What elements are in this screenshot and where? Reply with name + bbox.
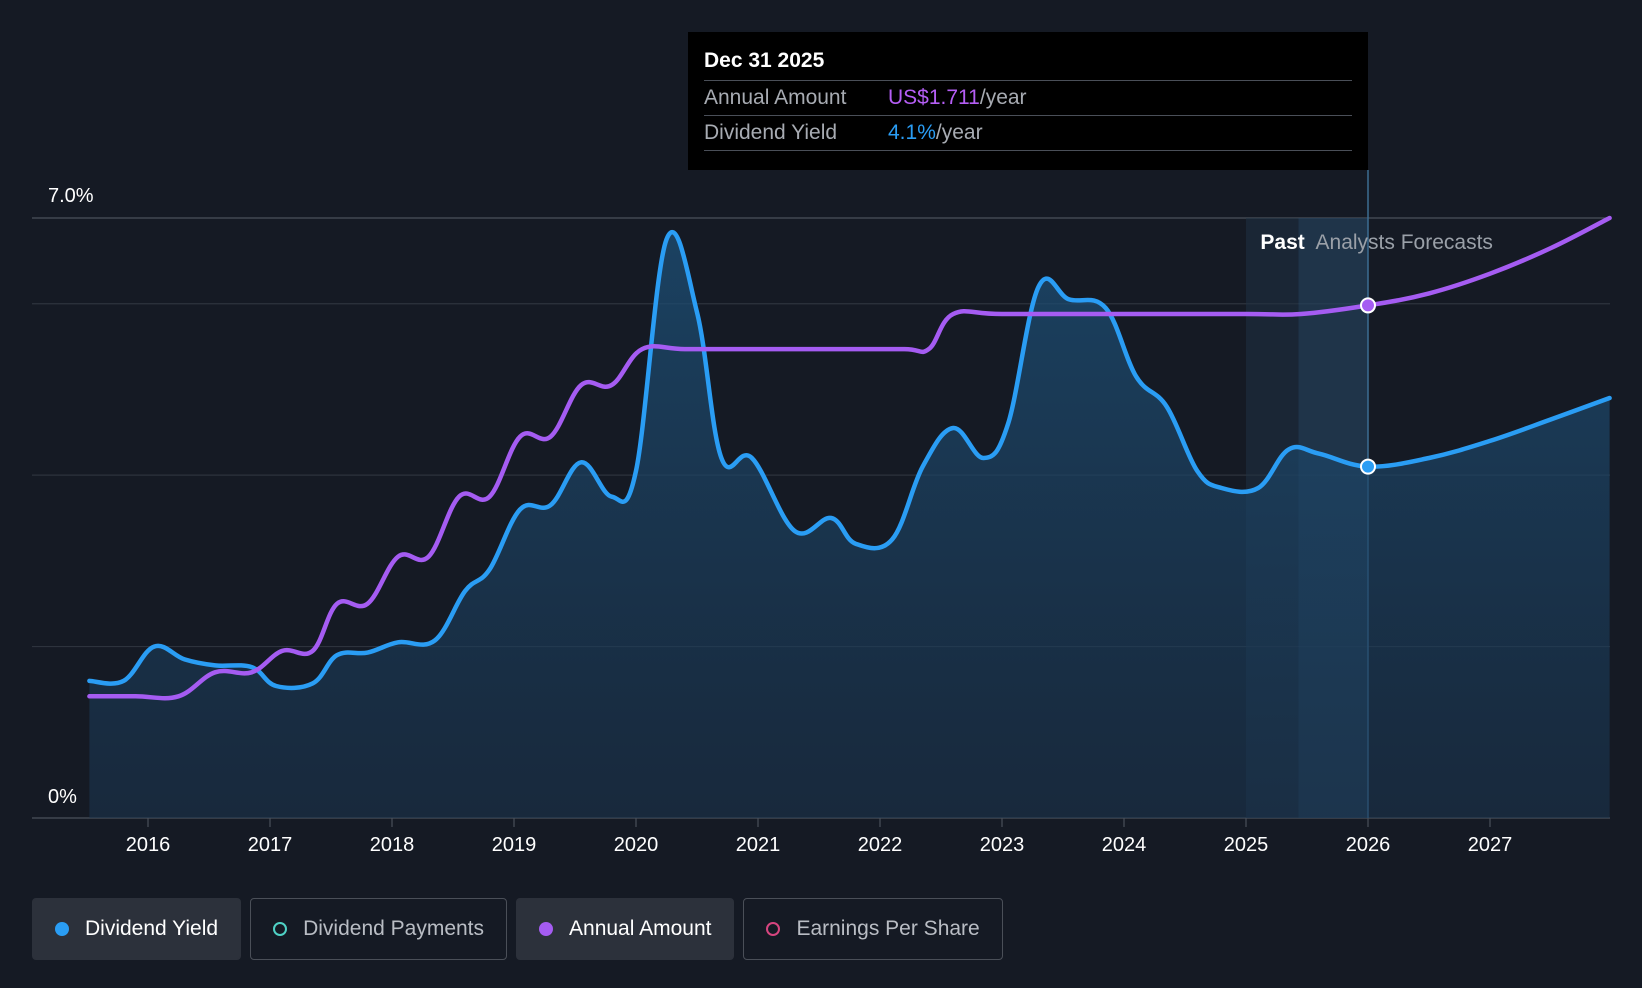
x-tick-label: 2019 (492, 834, 537, 856)
tooltip-annual-value: US$1.711 (888, 86, 980, 109)
legend-label: Dividend Payments (303, 917, 485, 940)
dividend-yield-dot-icon (55, 922, 69, 936)
y-axis-bottom-label: 0% (48, 786, 77, 808)
legend-earnings-per-share[interactable]: Earnings Per Share (743, 898, 1003, 960)
tooltip-date: Dec 31 2025 (704, 46, 1352, 81)
x-tick-label: 2027 (1468, 834, 1513, 856)
earnings-per-share-ring-icon (766, 922, 781, 936)
dividend-payments-ring-icon (273, 922, 288, 936)
x-tick-label: 2018 (370, 834, 415, 856)
dividend-yield-line (87, 229, 1612, 691)
x-tick-label: 2025 (1224, 834, 1269, 856)
legend-dividend-yield[interactable]: Dividend Yield (32, 898, 242, 960)
tooltip-annual-unit: /year (979, 86, 1027, 109)
annual-amount-line (87, 215, 1612, 701)
x-tick-label: 2017 (248, 834, 293, 856)
region-labels: Past Analysts Forecasts (1260, 231, 1493, 254)
tooltip-yield-row: Dividend Yield 4.1% /year (704, 116, 1352, 151)
tooltip-yield-unit: /year (935, 121, 983, 144)
x-axis: 2016 2017 2018 2019 2020 2021 2022 2023 2024 2025… (126, 818, 1513, 856)
legend-annual-amount[interactable]: Annual Amount (516, 898, 735, 960)
x-tick-label: 2016 (126, 834, 171, 856)
series-lines (87, 215, 1612, 701)
legend-label: Earnings Per Share (796, 917, 980, 940)
legend-label: Dividend Yield (85, 917, 219, 940)
tooltip-annual-row: Annual Amount US$1.711 /year (704, 81, 1352, 116)
forecast-label: Analysts Forecasts (1316, 231, 1493, 254)
x-tick-label: 2024 (1102, 834, 1147, 856)
past-label: Past (1260, 231, 1304, 254)
tooltip-yield-label: Dividend Yield (704, 121, 838, 144)
annual-amount-marker (1360, 297, 1376, 314)
y-axis: 7.0% 0% (48, 185, 94, 808)
tooltip: Dec 31 2025 Annual Amount US$1.711 /year… (688, 32, 1368, 170)
annual-amount-dot-icon (539, 922, 554, 936)
x-tick-label: 2022 (858, 834, 903, 856)
dividend-yield-area (89, 232, 1610, 819)
tooltip-yield-value: 4.1% (888, 121, 936, 144)
y-axis-top-label: 7.0% (48, 185, 94, 207)
highlight-markers[interactable] (1360, 297, 1376, 475)
legend-label: Annual Amount (569, 917, 712, 940)
x-tick-label: 2026 (1346, 834, 1391, 856)
x-tick-label: 2020 (614, 834, 659, 856)
tooltip-annual-label: Annual Amount (704, 86, 847, 109)
legend-dividend-payments[interactable]: Dividend Payments (250, 898, 508, 960)
legend: Dividend Yield Dividend Payments Annual … (32, 898, 1003, 960)
x-tick-label: 2023 (980, 834, 1025, 856)
dividend-yield-marker (1360, 458, 1376, 475)
yield-area (89, 232, 1610, 819)
x-tick-label: 2021 (736, 834, 781, 856)
